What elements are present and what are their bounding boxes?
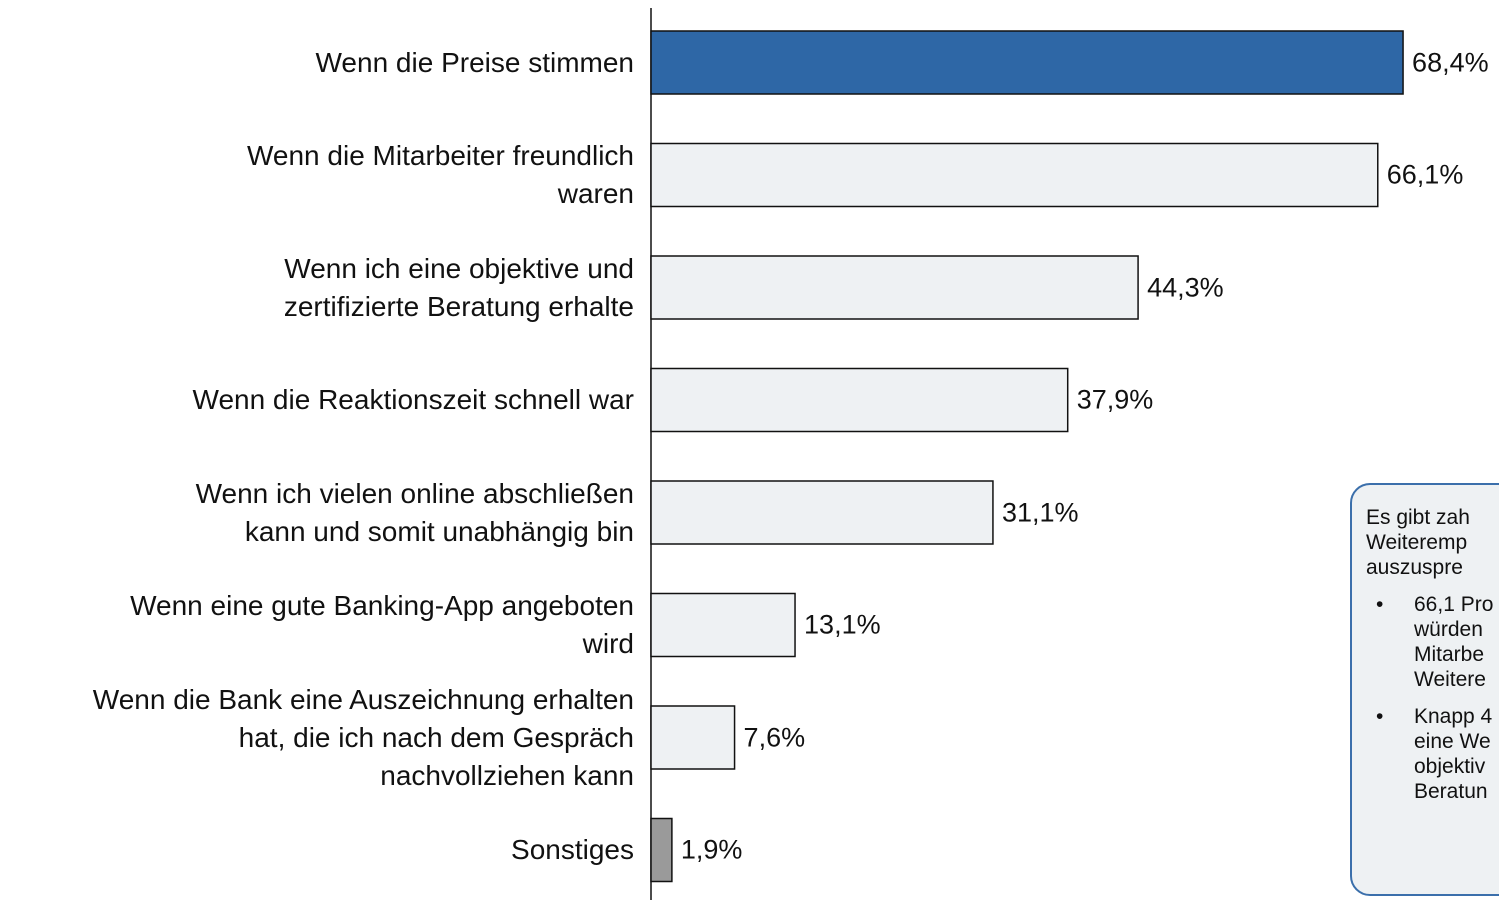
bar [650, 367, 1069, 433]
annotation-box: Es gibt zah Weiteremp auszuspre • 66,1 Pro wü… [1350, 483, 1499, 896]
bar [650, 705, 736, 770]
value-label: 7,6% [743, 722, 806, 752]
category-label: Wenn die Bank eine Auszeichnung erhalten… [92, 683, 634, 791]
value-label: 66,1% [1386, 159, 1464, 190]
category-label: Wenn die Reaktionszeit schnell war [192, 384, 634, 415]
category-label: Wenn ich eine objektive und zertifiziert… [283, 252, 634, 322]
annotation-line: objektiv [1414, 755, 1486, 778]
annotation-bullet: • Knapp 4 eine We objektiv Beratun [1366, 704, 1499, 804]
value-label: 1,9% [680, 834, 743, 865]
annotation-line: Knapp 4 [1414, 705, 1493, 728]
bar [650, 142, 1379, 208]
bar [650, 817, 673, 883]
annotation-line: auszuspre [1366, 556, 1463, 579]
category-label: Wenn die Preise stimmen [315, 46, 635, 78]
annotation-line: würden [1414, 618, 1483, 641]
bullet-dot: • [1376, 705, 1384, 728]
value-label: 13,1% [804, 609, 881, 640]
annotation-bullet: • 66,1 Pro würden Mitarbe Weitere [1366, 592, 1499, 692]
value-label: 68,4% [1412, 47, 1489, 77]
bar [650, 255, 1139, 320]
annotation-line: Weiteremp [1366, 531, 1468, 554]
annotation-line: Es gibt zah [1366, 506, 1470, 529]
category-label: Wenn die Mitarbeiter freundlich waren [246, 140, 634, 209]
bar [650, 592, 796, 658]
category-label: Wenn ich vielen online abschließen kann … [195, 477, 634, 547]
category-label: Wenn eine gute Banking-App angeboten wir… [130, 590, 634, 659]
bar [650, 480, 994, 545]
category-label: Sonstiges [511, 834, 634, 865]
annotation-line: Weitere [1414, 668, 1486, 691]
bullet-dot: • [1376, 593, 1384, 616]
value-label: 44,3% [1147, 272, 1224, 302]
value-label: 37,9% [1076, 384, 1154, 415]
annotation-line: eine We [1414, 730, 1491, 753]
annotation-line: 66,1 Pro [1414, 593, 1494, 616]
value-label: 31,1% [1001, 497, 1079, 527]
bar [650, 30, 1404, 95]
annotation-line: Beratun [1414, 780, 1488, 803]
annotation-line: Mitarbe [1414, 643, 1485, 666]
